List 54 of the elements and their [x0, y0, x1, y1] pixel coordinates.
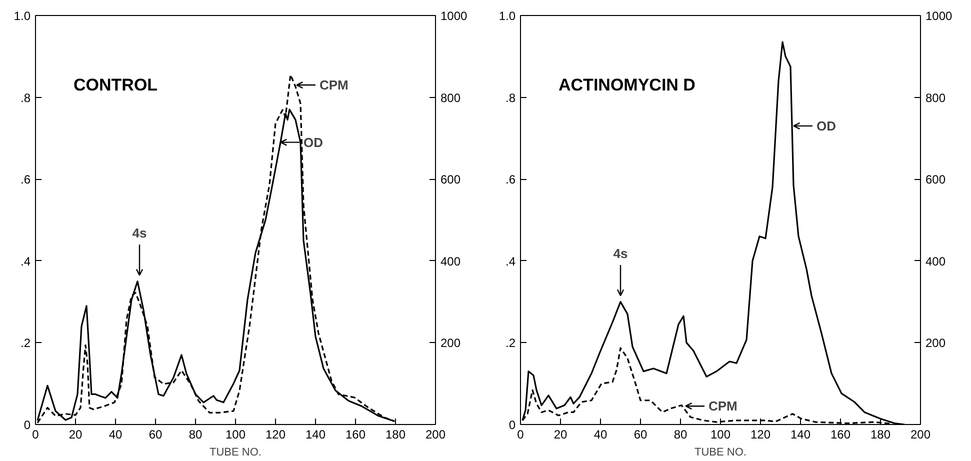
x-tick-label: 0 — [517, 428, 524, 442]
y-tick-label: 0 — [24, 418, 31, 432]
annotation: CPM — [708, 398, 738, 414]
y2-tick-label: 400 — [926, 254, 946, 268]
y2-tick-label: 200 — [440, 336, 461, 350]
y-tick-label: .8 — [20, 90, 31, 105]
text: ACTINOMYCIN D — [558, 76, 696, 94]
x-tick-label: 160 — [345, 428, 366, 442]
y2-tick-label: 800 — [926, 90, 946, 105]
y2-tick-label: 1000 — [440, 9, 468, 23]
x-tick-label: 20 — [554, 428, 568, 442]
x-tick-label: 60 — [634, 428, 648, 442]
x-tick-label: 200 — [425, 428, 446, 442]
x-tick-label: 120 — [750, 428, 771, 442]
x-tick-label: 60 — [148, 428, 162, 442]
y-tick-label: .2 — [505, 336, 516, 350]
x-tick-label: 180 — [385, 428, 406, 442]
annotation: 4s — [132, 225, 147, 240]
annotation: OD — [816, 118, 836, 134]
x-tick-label: 40 — [108, 428, 122, 442]
x-tick-label: 100 — [225, 428, 246, 442]
y-tick-label: .4 — [20, 254, 31, 268]
y-tick-label: .4 — [505, 254, 516, 268]
y2-tick-label: 200 — [926, 336, 946, 350]
annotation: CPM — [320, 78, 348, 93]
x-tick-label: 120 — [265, 428, 286, 442]
y2-tick-label: 800 — [440, 90, 461, 105]
y-tick-label: .8 — [505, 90, 516, 105]
x-tick-label: 40 — [594, 428, 608, 442]
y-tick-label: 1.0 — [498, 9, 516, 23]
annotation: OD — [304, 134, 323, 150]
x-tick-label: 80 — [188, 428, 202, 442]
x-tick-label: 160 — [830, 428, 851, 442]
annotation: 4s — [613, 246, 628, 261]
y2-tick-label: 600 — [440, 172, 461, 187]
x-tick-label: 100 — [710, 428, 731, 442]
y-tick-label: 1.0 — [14, 9, 31, 23]
x-axis-title: TUBE NO. — [210, 446, 262, 458]
x-tick-label: 20 — [68, 428, 82, 442]
text: CONTROL — [74, 76, 158, 94]
y-tick-label: .6 — [20, 172, 31, 187]
y-tick-label: .2 — [20, 336, 31, 350]
x-tick-label: 140 — [790, 428, 811, 442]
y2-tick-label: 600 — [926, 172, 946, 187]
y2-tick-label: 1000 — [926, 9, 953, 23]
x-tick-label: 80 — [674, 428, 688, 442]
x-tick-label: 180 — [870, 428, 891, 442]
y2-tick-label: 400 — [440, 254, 461, 268]
y-tick-label: 0 — [508, 418, 516, 432]
x-tick-label: 200 — [910, 428, 931, 442]
y-tick-label: .6 — [505, 172, 516, 187]
x-tick-label: 0 — [32, 428, 40, 442]
x-tick-label: 140 — [305, 428, 326, 442]
x-axis-title: TUBE NO. — [694, 446, 746, 458]
